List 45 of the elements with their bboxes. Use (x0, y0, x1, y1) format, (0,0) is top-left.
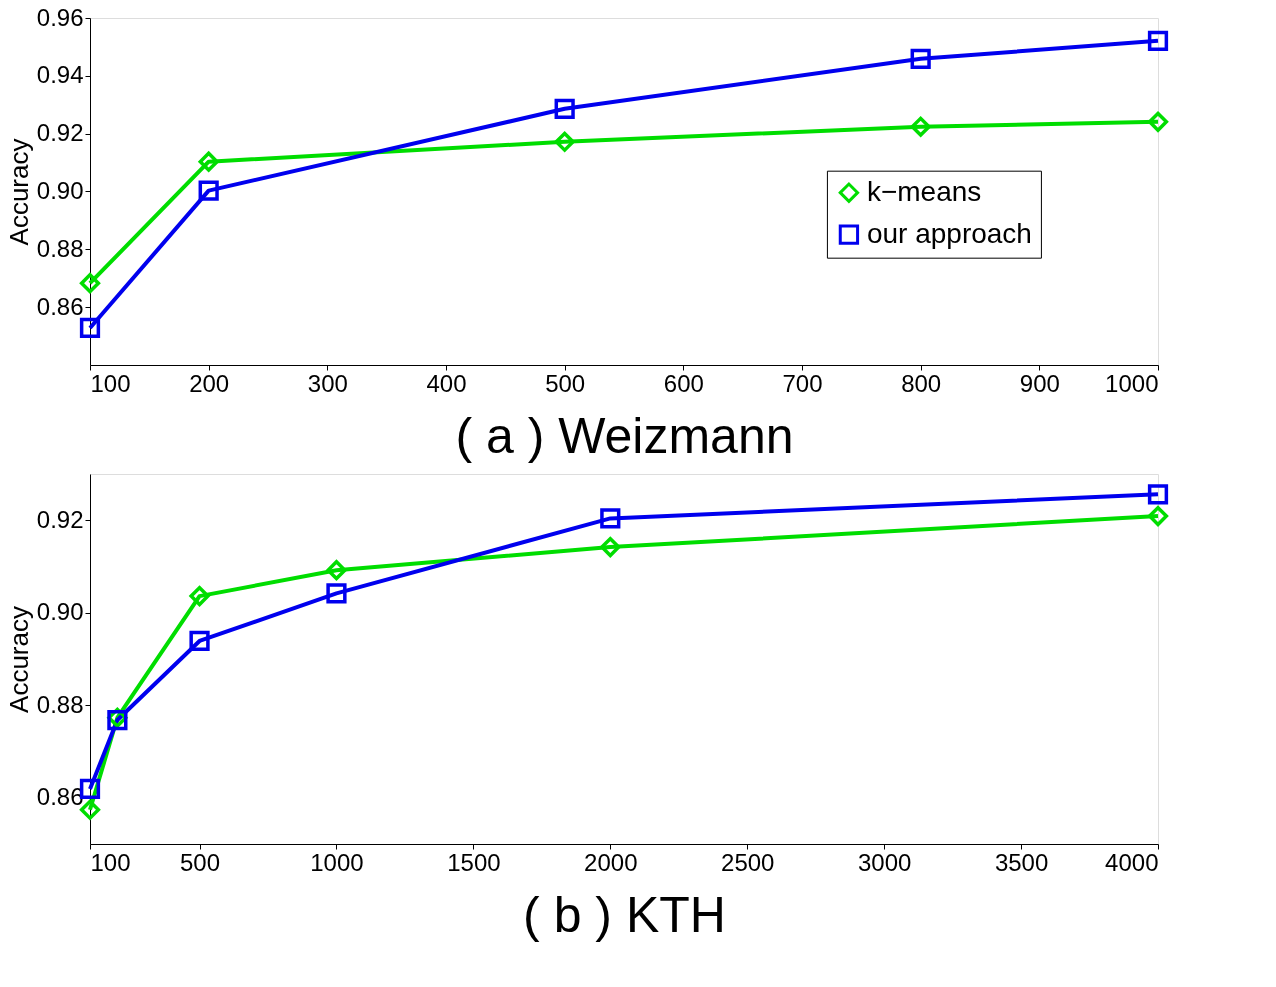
x-tick-label: 1500 (447, 848, 501, 876)
x-tick-label: 4000 (1105, 848, 1159, 876)
x-tick-label: 700 (782, 369, 823, 397)
x-tick-label: 400 (426, 369, 467, 397)
x-tick-label: 800 (901, 369, 942, 397)
y-tick-label: 0.96 (36, 3, 84, 31)
x-tick-label: 1000 (310, 848, 364, 876)
x-axis-title: ( b ) KTH (523, 886, 726, 943)
x-tick-label: 500 (180, 848, 221, 876)
point (554, 98, 575, 119)
x-tick-label: 1000 (1105, 369, 1159, 397)
point (910, 116, 931, 137)
y-axis-title: Accuracy (3, 606, 34, 713)
point (79, 273, 101, 294)
y-tick-label: 0.88 (36, 234, 84, 262)
point (910, 48, 931, 69)
x-axis-title: ( a ) Weizmann (455, 407, 794, 464)
x-tick-label: 2000 (584, 848, 638, 876)
point (1147, 111, 1169, 132)
point (198, 180, 219, 201)
x-tick-label: 3500 (994, 848, 1049, 876)
x-tick-label: 100 (90, 848, 131, 876)
y-tick-label: 0.88 (36, 690, 84, 718)
legend-label: k−means (866, 175, 982, 207)
y-tick-label: 0.90 (36, 598, 84, 626)
y-tick-label: 0.90 (36, 177, 84, 204)
x-tick-label: 200 (189, 369, 230, 397)
x-tick-label: 100 (90, 369, 131, 397)
y-tick-label: 0.92 (36, 119, 84, 147)
x-tick-label: 600 (663, 369, 704, 397)
point (79, 317, 101, 339)
point (1147, 30, 1169, 51)
x-tick-label: 500 (545, 369, 586, 397)
x-tick-label: 3000 (857, 848, 912, 876)
y-tick-label: 0.92 (36, 505, 84, 533)
x-tick-label: 900 (1019, 369, 1060, 397)
y-tick-label: 0.94 (36, 61, 84, 89)
point (554, 131, 575, 152)
x-tick-label: 300 (307, 369, 348, 397)
y-tick-label: 0.86 (36, 292, 84, 320)
legend-label: our approach (866, 217, 1032, 249)
point (198, 151, 219, 172)
y-axis-title: Accuracy (3, 138, 34, 246)
y-tick-label: 0.86 (36, 783, 84, 811)
x-tick-label: 2500 (721, 848, 775, 876)
